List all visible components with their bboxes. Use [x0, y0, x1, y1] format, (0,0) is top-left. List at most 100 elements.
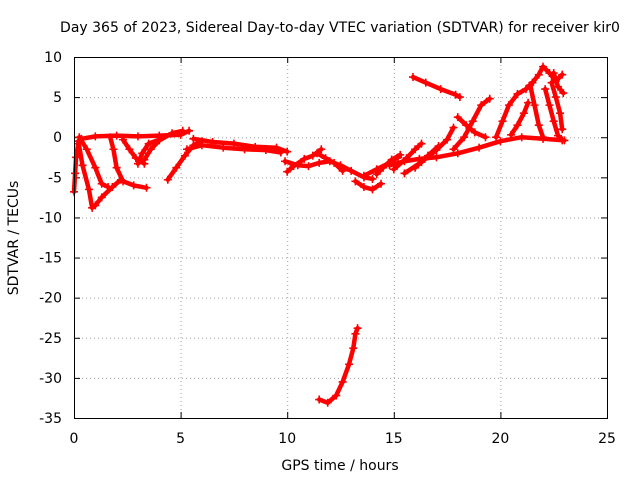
data-point: [539, 133, 548, 142]
x-tick-labels: 0 5 10 15 20 25: [70, 431, 616, 447]
data-point: [470, 128, 479, 137]
series-track-10: [189, 134, 292, 156]
data-point: [112, 131, 121, 140]
series-line: [314, 151, 345, 174]
y-tick-label: -30: [39, 371, 62, 387]
data-point: [521, 85, 530, 94]
series-line: [135, 137, 162, 166]
data-point: [168, 129, 177, 138]
data-point: [385, 161, 394, 170]
data-point: [432, 153, 441, 162]
data-point: [477, 101, 486, 110]
data-point: [313, 149, 322, 158]
series-track-24: [492, 62, 567, 142]
data-point: [443, 135, 452, 144]
data-point: [97, 193, 106, 202]
series-track-07: [140, 126, 187, 164]
data-point: [308, 151, 317, 160]
series-track-25: [507, 98, 533, 139]
data-point: [71, 169, 80, 178]
series-line: [549, 80, 565, 132]
data-point: [504, 101, 513, 110]
data-point: [197, 141, 206, 150]
data-point: [436, 85, 445, 94]
x-tick-label: 5: [176, 431, 185, 447]
data-point: [368, 174, 377, 183]
data-point: [347, 166, 356, 175]
series-line: [455, 114, 488, 140]
series-track-18: [389, 139, 426, 174]
series-track-14: [351, 177, 386, 194]
series-line: [527, 82, 546, 140]
data-point: [434, 142, 443, 151]
series-track-23: [453, 113, 490, 142]
data-point: [556, 109, 565, 118]
data-point: [462, 121, 471, 130]
data-traces: [70, 62, 569, 407]
data-point: [524, 98, 533, 107]
y-tick-label: 5: [53, 90, 62, 106]
data-point: [498, 117, 507, 126]
data-point: [75, 133, 84, 142]
data-point: [402, 154, 411, 163]
x-tick-label: 10: [278, 431, 296, 447]
series-track-17: [385, 133, 569, 170]
data-point: [539, 62, 548, 71]
data-point: [163, 175, 172, 184]
data-point: [91, 132, 100, 141]
series-line: [76, 138, 124, 211]
data-point: [396, 150, 405, 159]
data-point: [155, 136, 164, 145]
data-point: [129, 181, 138, 190]
y-tick-label: -10: [39, 210, 62, 226]
x-axis-label: GPS time / hours: [281, 458, 398, 474]
data-point: [109, 145, 118, 154]
data-point: [359, 171, 368, 180]
series-line: [508, 100, 531, 138]
data-point: [553, 82, 562, 91]
data-point: [349, 344, 358, 353]
data-point: [330, 158, 339, 167]
y-tick-label: 0: [53, 130, 62, 146]
series-line: [353, 179, 384, 192]
data-point: [300, 154, 309, 163]
data-point: [408, 73, 417, 82]
y-tick-labels: -35 -30 -25 -20 -15 -10 -5 0 5 10: [39, 50, 62, 427]
data-point: [140, 155, 149, 164]
data-point: [558, 125, 567, 134]
data-point: [142, 183, 151, 192]
series-track-04: [106, 133, 151, 192]
data-point: [351, 177, 360, 186]
data-point: [72, 153, 81, 162]
series-track-28: [547, 78, 567, 134]
data-point: [558, 136, 567, 145]
x-tick-label: 0: [70, 431, 79, 447]
y-tick-label: -35: [39, 411, 62, 427]
data-point: [475, 143, 484, 152]
data-point: [189, 134, 198, 143]
data-point: [283, 167, 292, 176]
data-point: [289, 162, 298, 171]
data-point: [530, 101, 539, 110]
data-point: [125, 145, 134, 154]
data-point: [411, 145, 420, 154]
data-point: [178, 126, 187, 135]
series-line: [387, 134, 567, 168]
data-point: [492, 133, 501, 142]
data-point: [172, 163, 181, 172]
series-track-03: [75, 133, 113, 191]
y-tick-label: -20: [39, 291, 62, 307]
data-point: [281, 157, 290, 166]
data-point: [534, 121, 543, 130]
x-tick-label: 25: [598, 431, 616, 447]
x-tick-label: 15: [385, 431, 403, 447]
y-tick-label: -5: [48, 170, 62, 186]
data-point: [138, 149, 147, 158]
series-track-26: [526, 81, 548, 142]
data-point: [323, 398, 332, 407]
data-point: [146, 145, 155, 154]
y-tick-label: -25: [39, 331, 62, 347]
data-point: [451, 90, 460, 99]
data-point: [368, 185, 377, 194]
series-track-22: [449, 94, 494, 154]
